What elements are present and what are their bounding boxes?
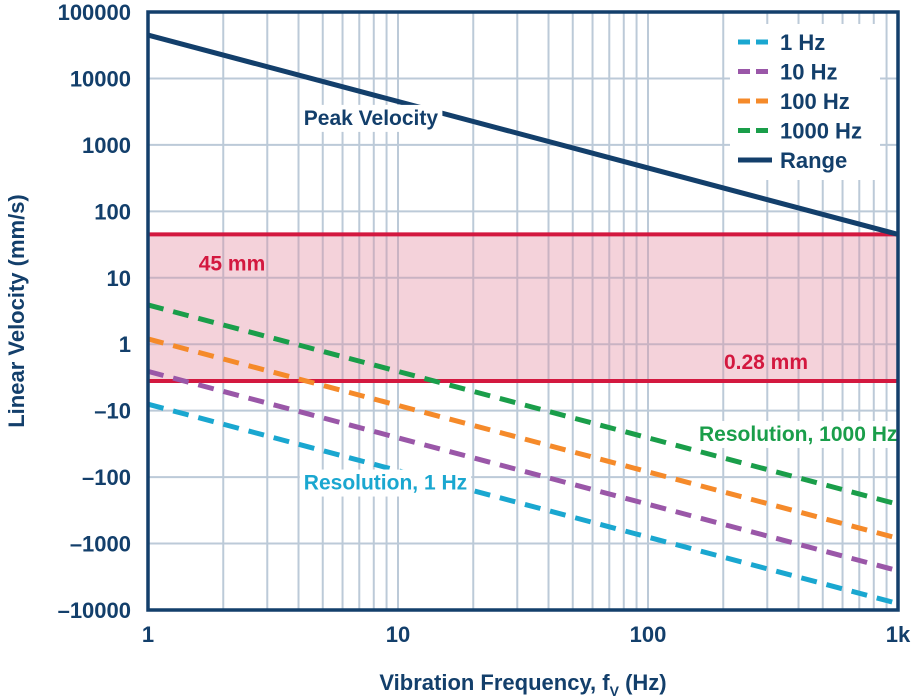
annotation-label: Resolution, 1000 Hz	[699, 423, 897, 446]
series-group	[147, 32, 899, 606]
plot-frame	[146, 10, 900, 612]
x-axis-title-suffix: (Hz)	[619, 670, 667, 695]
y-tick-label: 100000	[58, 0, 131, 25]
legend-label: 100 Hz	[780, 89, 850, 114]
legend-label: 1000 Hz	[780, 119, 862, 144]
annotation-background	[695, 420, 902, 448]
y-tick-label: 10000	[70, 66, 131, 91]
y-tick-label: 1000	[82, 133, 131, 158]
y-tick-label: 10	[107, 266, 131, 291]
band-upper-label: 45 mm	[199, 252, 266, 275]
band-fill	[148, 234, 898, 381]
legend: 1 Hz 10 Hz 100 Hz 1000 Hz Range	[730, 24, 880, 180]
band-lower-label: 0.28 mm	[724, 351, 808, 374]
y-tick-label: –10	[94, 399, 131, 424]
series-line-range	[147, 32, 899, 237]
x-tick-label: 10	[386, 622, 410, 647]
legend-item: 1000 Hz	[738, 119, 862, 144]
annotation-label: Peak Velocity	[304, 107, 439, 130]
legend-label: 1 Hz	[780, 30, 825, 55]
x-tick-labels: 1 10 100 1k	[142, 622, 911, 647]
annotation-background	[299, 469, 472, 497]
y-tick-labels: 100000 10000 1000 100 10 1 –10 –100 –1000 –10000	[58, 0, 131, 623]
x-axis-title: Vibration Frequency, fV (Hz)	[379, 670, 666, 699]
x-axis-title-main: Vibration Frequency, f	[379, 670, 610, 695]
legend-item: 1 Hz	[738, 30, 825, 55]
y-tick-label: 100	[94, 199, 131, 224]
legend-background	[730, 24, 880, 180]
y-tick-label: –100	[82, 465, 131, 490]
grid-overlay	[148, 234, 898, 381]
annotation-label: Resolution, 1 Hz	[304, 472, 467, 495]
legend-item: 100 Hz	[738, 89, 850, 114]
x-tick-label: 1k	[886, 622, 911, 647]
legend-label: Range	[780, 148, 847, 173]
series-line-10-hz	[147, 368, 899, 574]
y-tick-label: –1000	[70, 532, 131, 557]
y-axis-title: Linear Velocity (mm/s)	[4, 194, 29, 428]
legend-label: 10 Hz	[780, 60, 837, 85]
annotation-background	[299, 104, 443, 132]
legend-item: Range	[738, 148, 847, 173]
x-tick-label: 1	[142, 622, 154, 647]
y-tick-label: –10000	[58, 598, 131, 623]
legend-item: 10 Hz	[738, 60, 837, 85]
x-tick-label: 100	[630, 622, 667, 647]
annotations: 45 mm 0.28 mm Peak Velocity Resolution, 100…	[199, 104, 902, 497]
y-tick-label: 1	[119, 332, 131, 357]
x-axis-title-sub: V	[610, 683, 620, 699]
